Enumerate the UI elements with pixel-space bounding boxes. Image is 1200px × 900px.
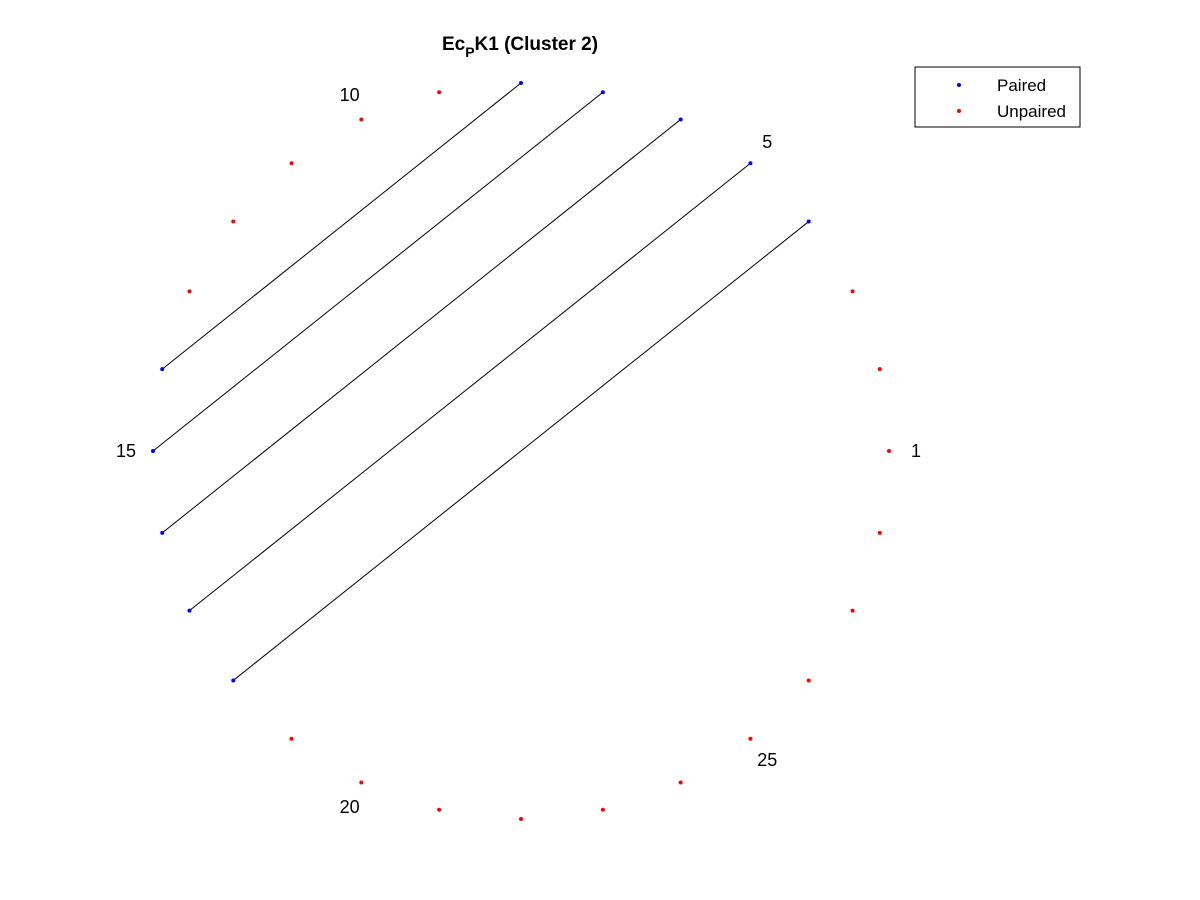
position-point-27	[850, 608, 855, 613]
position-label-20: 20	[340, 797, 360, 817]
position-point-17	[187, 608, 192, 613]
position-point-23	[600, 807, 605, 812]
chart-title-subscript: P	[465, 44, 474, 60]
position-label-5: 5	[762, 132, 772, 152]
position-label-10: 10	[340, 85, 360, 105]
position-point-16	[160, 530, 165, 535]
legend-marker-paired	[957, 83, 961, 87]
position-point-12	[231, 219, 236, 224]
legend-label-unpaired: Unpaired	[997, 102, 1066, 121]
position-point-10	[359, 117, 364, 122]
position-point-11	[289, 161, 294, 166]
position-point-4	[806, 219, 811, 224]
legend-box	[914, 66, 1081, 128]
position-point-26	[806, 678, 811, 683]
position-point-8	[519, 81, 523, 85]
chart-title-main: Ec	[442, 34, 466, 55]
position-point-13	[187, 289, 192, 294]
legend-label-paired: Paired	[997, 76, 1046, 95]
pair-lines	[152, 82, 810, 681]
pair-line-5-17	[189, 162, 751, 612]
position-point-3	[850, 289, 855, 294]
legend-marker-unpaired	[957, 109, 961, 113]
position-point-1	[887, 449, 891, 453]
position-point-7	[600, 90, 605, 95]
position-label-15: 15	[116, 441, 136, 461]
legend: Paired Unpaired	[914, 66, 1081, 128]
position-label-25: 25	[757, 750, 777, 770]
position-point-9	[437, 90, 442, 95]
position-point-28	[877, 530, 882, 535]
data-points	[151, 81, 891, 821]
chart-title-rest: K1 (Cluster 2)	[475, 34, 599, 55]
chart-title: EcPK1 (Cluster 2)	[442, 34, 598, 60]
pair-line-8-14	[161, 82, 522, 370]
pair-line-6-16	[161, 119, 681, 534]
position-point-20	[359, 780, 364, 785]
position-point-18	[231, 678, 236, 683]
position-point-5	[748, 161, 753, 166]
position-label-1: 1	[911, 441, 921, 461]
position-point-15	[151, 449, 155, 453]
position-point-2	[877, 367, 882, 372]
position-point-25	[748, 736, 753, 741]
position-point-21	[437, 807, 442, 812]
position-point-19	[289, 736, 294, 741]
pair-line-4-18	[232, 221, 810, 681]
position-point-14	[160, 367, 165, 372]
pair-line-7-15	[152, 91, 604, 452]
position-point-22	[519, 817, 523, 821]
position-point-24	[678, 780, 683, 785]
position-point-6	[678, 117, 683, 122]
